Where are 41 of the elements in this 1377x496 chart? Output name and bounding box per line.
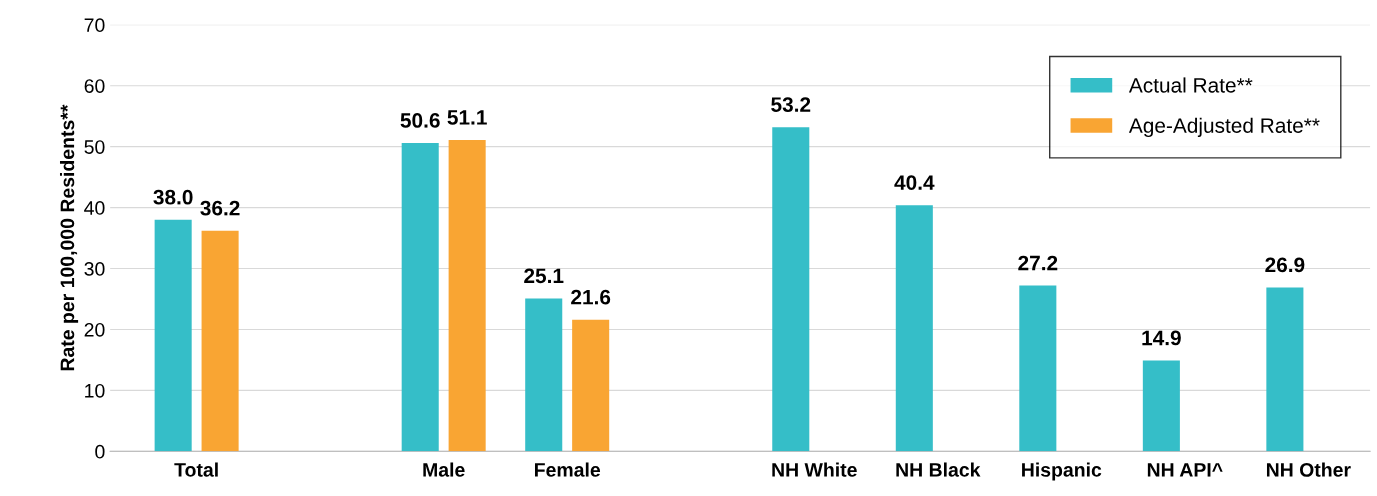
bar (1142, 360, 1180, 452)
bar (201, 230, 239, 452)
bar (1266, 287, 1304, 452)
data-label: 21.6 (571, 289, 611, 305)
y-tick-label: 40 (84, 201, 105, 215)
data-label: 40.4 (894, 175, 935, 190)
bar (772, 127, 810, 452)
bar (401, 143, 439, 452)
x-tick-label: Total (174, 462, 218, 477)
x-tick-label: Female (535, 462, 601, 477)
x-tick-label: NH Other (1266, 462, 1351, 477)
bar (572, 319, 610, 452)
data-label: 38.0 (153, 189, 193, 205)
bar (895, 205, 933, 452)
data-label: 27.2 (1018, 255, 1058, 271)
y-tick-label: 60 (84, 79, 105, 93)
y-axis-title: Rate per 100,000 Residents** (59, 104, 79, 371)
y-tick-label: 20 (84, 322, 105, 337)
y-tick-label: 0 (95, 444, 105, 459)
data-label: 51.1 (447, 110, 487, 125)
data-label: 50.6 (400, 113, 440, 128)
y-tick-label: 50 (84, 140, 105, 154)
bar (525, 298, 563, 452)
y-tick-label: 10 (85, 383, 105, 398)
data-label: 25.1 (524, 268, 564, 284)
data-label: 36.2 (200, 200, 240, 216)
x-tick-label: NH White (772, 462, 857, 477)
x-tick-label: NH Black (896, 462, 981, 477)
x-tick-label: Hispanic (1022, 462, 1102, 481)
y-tick-label: 30 (84, 262, 105, 276)
bar (1019, 285, 1057, 452)
x-tick-label: NH API^ (1147, 463, 1223, 477)
y-tick-label: 70 (84, 18, 105, 33)
data-label: 53.2 (771, 97, 811, 112)
data-label: 26.9 (1265, 257, 1305, 273)
legend-label: Age-Adjusted Rate** (1128, 117, 1320, 138)
bar (154, 219, 192, 452)
x-tick-label: Male (423, 462, 465, 477)
data-label: 14.9 (1142, 330, 1181, 346)
bar (448, 139, 486, 452)
legend-label: Actual Rate** (1128, 77, 1253, 93)
